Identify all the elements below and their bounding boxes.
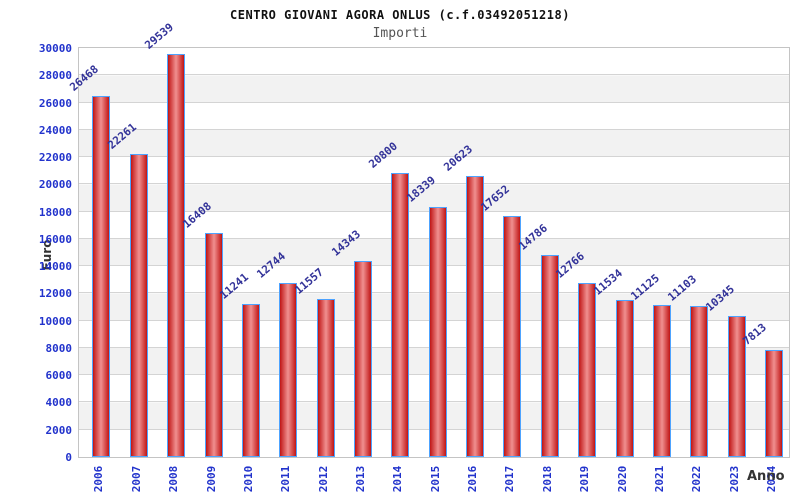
bar (391, 173, 410, 457)
bar (129, 153, 148, 457)
y-tick-label: 24000 (38, 123, 72, 137)
gridline (79, 128, 789, 130)
x-tick-label: 2008 (167, 465, 181, 493)
chart-title: CENTRO GIOVANI AGORA ONLUS (c.f.03492051… (230, 8, 570, 22)
y-axis-tick-labels: 0 2000 4000 6000 8000 10000 12000 14000 16000 180… (0, 42, 73, 464)
x-tick-label: 2011 (279, 465, 293, 493)
x-tick-label: 2022 (690, 465, 704, 493)
x-tick-label: 2013 (354, 465, 367, 493)
y-tick-label: 18000 (38, 205, 72, 219)
x-tick-label: 2014 (391, 465, 405, 493)
chart-subtitle: Importi (372, 26, 428, 41)
y-tick-label: 28000 (38, 69, 72, 83)
x-tick-label: 2009 (204, 465, 218, 493)
x-tick-label: 2007 (129, 465, 143, 493)
bar-value-label: 11103 (665, 272, 700, 304)
bar (167, 54, 186, 457)
x-tick-label: 2006 (92, 465, 106, 493)
x-axis-title: Anno (747, 469, 785, 484)
x-tick-label: 2023 (727, 465, 741, 493)
plot-area: 26468 22261 29539 16408 11241 12744 11557 14343… (68, 21, 790, 458)
x-tick-label: 2015 (428, 465, 442, 493)
x-tick-label: 2021 (652, 465, 666, 493)
y-tick-label: 16000 (38, 232, 72, 246)
x-tick-label: 2016 (466, 465, 480, 493)
bar (241, 303, 260, 457)
bar (204, 233, 223, 457)
y-tick-label: 0 (65, 451, 72, 464)
x-tick-label: 2019 (578, 465, 592, 493)
y-tick-label: 10000 (38, 314, 72, 328)
gridline (79, 183, 789, 185)
y-tick-label: 4000 (45, 396, 73, 410)
y-tick-label: 26000 (38, 96, 72, 110)
x-tick-label: 2010 (241, 465, 255, 493)
bar (540, 255, 559, 457)
y-tick-label: 8000 (45, 341, 73, 355)
bar (578, 282, 597, 457)
bar (92, 96, 111, 457)
bar (428, 206, 447, 457)
bar-value-label: 11125 (628, 271, 662, 304)
bar-value-label: 20623 (441, 142, 476, 174)
y-tick-label: 6000 (45, 369, 73, 383)
y-tick-label: 12000 (38, 287, 72, 301)
y-tick-label: 30000 (38, 42, 72, 55)
y-tick-label: 20000 (38, 178, 72, 192)
bar (466, 175, 485, 457)
y-tick-label: 14000 (38, 260, 72, 274)
gridline (79, 101, 789, 103)
bar (354, 261, 372, 457)
gridline (79, 156, 789, 158)
bar (690, 305, 709, 457)
x-axis-tick-labels: 2006 2007 2008 2009 2010 2011 2012 2013 2014 2015… (78, 462, 790, 500)
bar (615, 299, 634, 457)
bar (652, 305, 671, 457)
y-tick-label: 2000 (45, 423, 73, 437)
bar (503, 216, 522, 457)
y-tick-label: 22000 (38, 151, 72, 165)
bar (765, 350, 784, 457)
x-tick-label: 2018 (540, 465, 554, 493)
bar-value-label: 26468 (67, 62, 102, 94)
bar (316, 299, 335, 457)
gridline (79, 74, 789, 76)
x-tick-label: 2020 (615, 465, 629, 493)
x-tick-label: 2017 (503, 465, 517, 493)
bar-value-label: 10345 (702, 282, 737, 314)
bar (727, 315, 746, 457)
x-tick-label: 2012 (316, 465, 330, 493)
bar-value-label: 14343 (329, 227, 364, 260)
bar (279, 283, 298, 457)
